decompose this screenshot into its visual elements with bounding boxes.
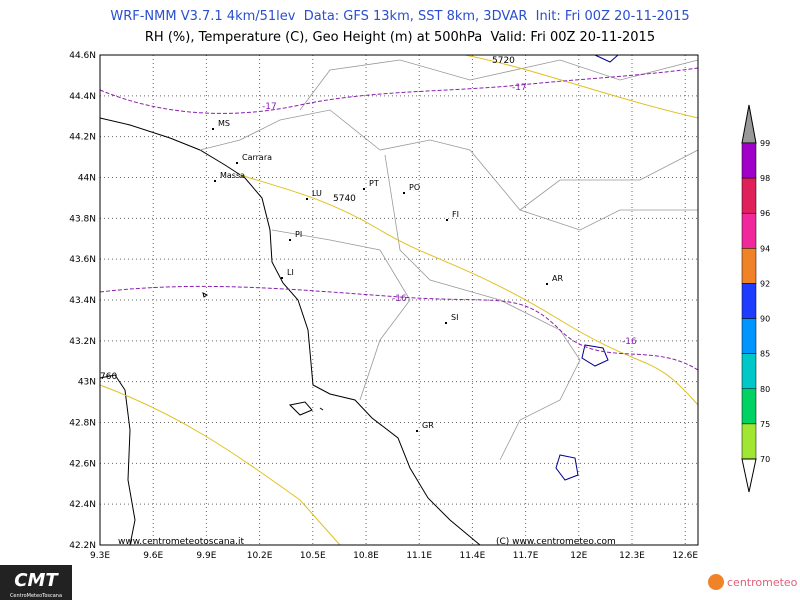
- colorbar-segment: [741, 212, 757, 249]
- contour-label: 5720: [492, 56, 515, 66]
- lat-label: 43.6N: [69, 255, 96, 265]
- city-label: Carrara: [242, 153, 272, 162]
- lat-label: 42.6N: [69, 459, 96, 469]
- lat-label: 43.8N: [69, 214, 96, 224]
- colorbar-label: 80: [760, 385, 770, 394]
- colorbar-label: 92: [760, 279, 770, 288]
- lon-label: 10.5E: [300, 551, 326, 561]
- lon-label: 9.3E: [90, 551, 110, 561]
- colorbar-segment: [741, 142, 757, 179]
- logo-right-icon: [708, 574, 724, 590]
- city-label: Massa: [220, 171, 245, 180]
- colorbar-bottom: [741, 458, 757, 493]
- colorbar-label: 70: [760, 455, 770, 464]
- lakes: [555, 54, 619, 481]
- lat-label: 42.4N: [69, 500, 96, 510]
- lat-label: 43.2N: [69, 337, 96, 347]
- lon-label: 12E: [570, 551, 587, 561]
- colorbar-segment: [741, 388, 757, 425]
- colorbar-label: 85: [760, 350, 770, 359]
- logo-left-box: [0, 565, 72, 600]
- lon-label: 9.6E: [143, 551, 163, 561]
- city-dot: [214, 180, 216, 182]
- logo-left-sub: CentroMeteoToscana: [10, 593, 62, 599]
- lat-label: 43.4N: [69, 296, 96, 306]
- city-label: FI: [452, 210, 459, 219]
- geo-height-contours: [99, 54, 699, 546]
- lat-label: 44N: [78, 174, 96, 184]
- lon-label: 12.6E: [672, 551, 698, 561]
- lat-label: 44.2N: [69, 133, 96, 143]
- city-dot: [546, 283, 548, 285]
- lon-label: 11.1E: [406, 551, 432, 561]
- map-labels: 9.3E 9.6E 9.9E 10.2E 10.5E 10.8E 11.1E 11.4E 11.…: [69, 51, 698, 561]
- city-label: LU: [312, 189, 322, 198]
- colorbar-label: 98: [760, 174, 770, 183]
- temperature-contours: [99, 67, 699, 371]
- city-dot: [416, 430, 418, 432]
- colorbar: 99 98 96 94 92 90 85 80 75 70: [741, 104, 770, 493]
- city-label: PT: [369, 179, 379, 188]
- lat-label: 44.6N: [69, 51, 96, 61]
- contour-label: -16: [392, 294, 407, 304]
- city-dot: [236, 162, 238, 164]
- city-label: GR: [422, 421, 434, 430]
- city-label: PI: [295, 230, 302, 239]
- city-label: PO: [409, 183, 420, 192]
- city-dot: [289, 239, 291, 241]
- city-dot: [306, 198, 308, 200]
- watermark-left: www.centrometeotoscana.it: [118, 537, 244, 547]
- city-label: LI: [287, 268, 294, 277]
- lon-label: 9.9E: [196, 551, 216, 561]
- lat-label: 42.2N: [69, 541, 96, 551]
- logo-right: centrometeo: [727, 576, 798, 589]
- colorbar-segment: [741, 283, 757, 319]
- colorbar-label: 94: [760, 244, 770, 253]
- colorbar-segment: [741, 353, 757, 390]
- lon-label: 10.2E: [247, 551, 273, 561]
- lat-label: 44.4N: [69, 92, 96, 102]
- city-label: MS: [218, 119, 230, 128]
- lon-label: 12.3E: [619, 551, 645, 561]
- colorbar-label: 96: [760, 209, 770, 218]
- coastline: [99, 117, 481, 546]
- lat-label: 42.8N: [69, 419, 96, 429]
- lon-label: 11.7E: [513, 551, 539, 561]
- lon-label: 10.8E: [353, 551, 379, 561]
- lat-label: 43N: [78, 378, 96, 388]
- watermark-right: (C) www.centrometeo.com: [496, 537, 616, 547]
- header-line2: RH (%), Temperature (C), Geo Height (m) …: [145, 30, 655, 45]
- city-dot: [446, 219, 448, 221]
- contour-label: 5740: [333, 194, 356, 204]
- colorbar-segment: [741, 423, 757, 460]
- colorbar-segment: [741, 248, 757, 284]
- colorbar-label: 90: [760, 315, 770, 324]
- colorbar-segment: [741, 318, 757, 354]
- city-label: AR: [552, 274, 563, 283]
- city-dot: [445, 322, 447, 324]
- contour-label: -17: [262, 102, 277, 112]
- contour-label: -17: [512, 83, 527, 93]
- colorbar-label: 75: [760, 420, 770, 429]
- city-dot: [363, 188, 365, 190]
- colorbar-label: 99: [760, 139, 770, 148]
- city-dot: [281, 277, 283, 279]
- city-dot: [403, 192, 405, 194]
- contour-label: 760: [100, 372, 117, 382]
- map-frame: [99, 54, 699, 546]
- logo-left: CMT: [14, 570, 59, 591]
- contour-label: -16: [622, 337, 637, 347]
- city-label: SI: [451, 313, 458, 322]
- city-dot: [212, 128, 214, 130]
- colorbar-top: [741, 104, 757, 144]
- colorbar-segment: [741, 177, 757, 214]
- header-line1: WRF-NMM V3.7.1 4km/51lev Data: GFS 13km,…: [110, 9, 689, 24]
- borders: [199, 59, 699, 461]
- lon-label: 11.4E: [460, 551, 486, 561]
